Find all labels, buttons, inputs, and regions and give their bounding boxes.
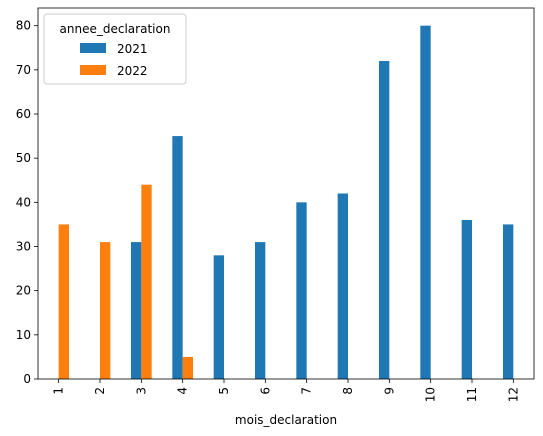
bar-2021-11	[461, 220, 472, 379]
y-tick-label: 80	[16, 19, 31, 33]
bar-2021-3	[131, 242, 142, 379]
y-tick-label: 70	[16, 63, 31, 77]
legend-swatch-2021	[80, 43, 106, 53]
y-tick-label: 60	[16, 107, 31, 121]
legend-label-2021: 2021	[117, 42, 148, 56]
y-tick-label: 10	[16, 328, 31, 342]
legend-box	[43, 13, 187, 85]
legend-title: annee_declaration	[60, 22, 171, 36]
x-tick-label: 8	[341, 387, 355, 395]
x-tick-label: 5	[217, 387, 231, 395]
bar-2022-3	[141, 184, 152, 379]
legend: annee_declaration 2021 2022	[43, 13, 187, 85]
y-tick-label: 0	[23, 372, 31, 386]
x-axis-label: mois_declaration	[235, 413, 337, 427]
x-axis: 1 2 3 4 5 6 7 8 9 10 11 12	[52, 379, 520, 402]
y-axis: 0 10 20 30 40 50 60 70 80	[16, 19, 38, 386]
y-tick-label: 40	[16, 195, 31, 209]
x-tick-label: 4	[176, 387, 190, 395]
bar-2021-5	[213, 255, 224, 379]
legend-label-2022: 2022	[117, 64, 148, 78]
x-tick-label: 1	[52, 387, 66, 395]
bar-2022-4	[182, 356, 193, 379]
bar-2021-6	[255, 242, 266, 379]
bar-2021-4	[172, 136, 183, 379]
bar-2021-9	[379, 61, 390, 379]
plot-frame	[37, 7, 535, 380]
bar-2022-2	[100, 242, 111, 379]
bar-2021-12	[503, 224, 514, 379]
x-tick-label: 2	[93, 387, 107, 395]
x-tick-label: 3	[134, 387, 148, 395]
y-tick-label: 30	[16, 240, 31, 254]
x-tick-label: 11	[465, 387, 479, 402]
x-tick-label: 10	[424, 387, 438, 402]
x-tick-label: 9	[382, 387, 396, 395]
x-tick-label: 6	[258, 387, 272, 395]
x-tick-label: 12	[506, 387, 520, 402]
bars-group	[58, 25, 514, 379]
y-tick-label: 20	[16, 284, 31, 298]
bar-2021-8	[337, 193, 348, 379]
y-tick-label: 50	[16, 151, 31, 165]
bar-2021-7	[296, 202, 307, 379]
legend-swatch-2022	[80, 65, 106, 75]
x-tick-label: 7	[300, 387, 314, 395]
bar-2022-1	[58, 224, 69, 379]
bar-2021-10	[420, 25, 431, 379]
